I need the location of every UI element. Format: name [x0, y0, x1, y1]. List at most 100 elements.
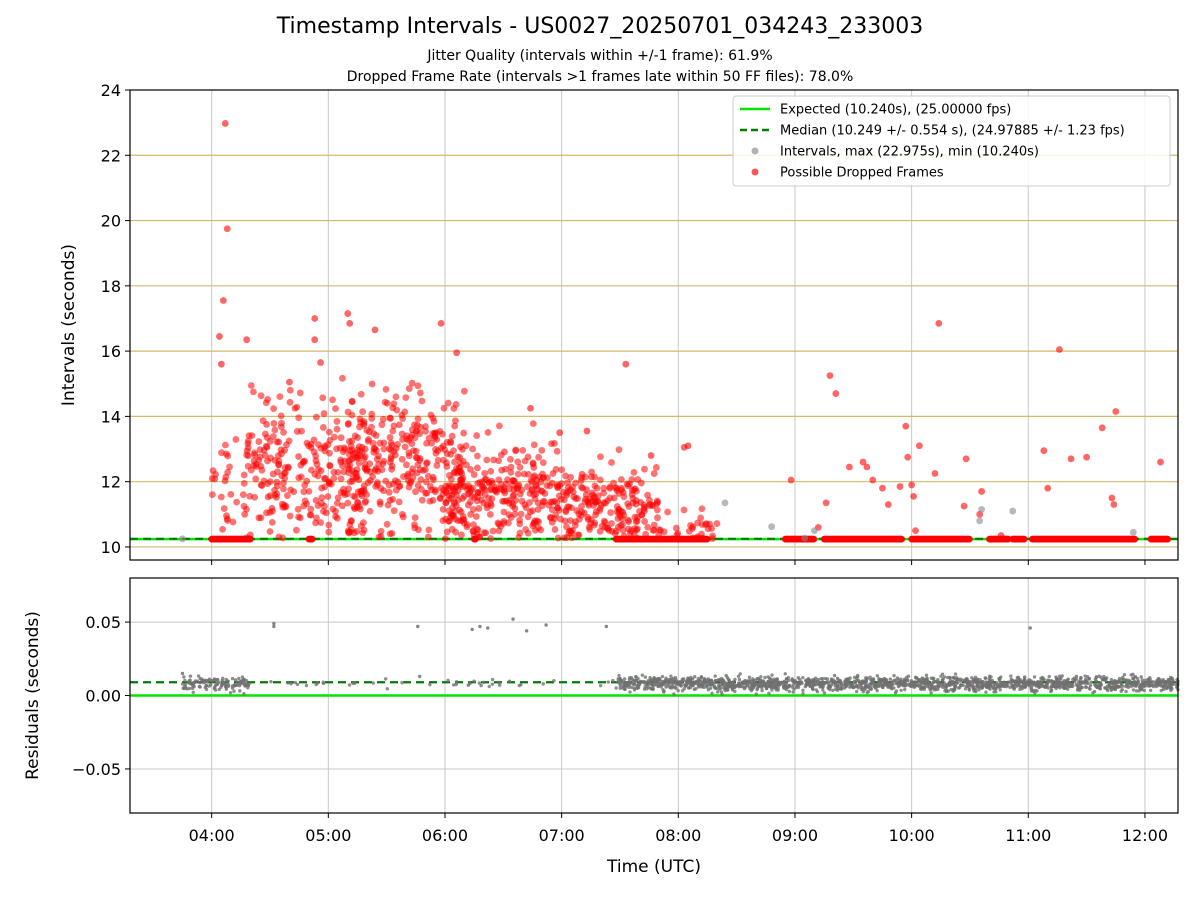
residual-point — [1049, 679, 1053, 683]
dropped-frame-point — [357, 505, 364, 513]
dropped-frame-point — [443, 528, 451, 536]
residual-point — [986, 686, 991, 690]
dropped-frame-point — [369, 473, 377, 480]
dropped-frame-point — [300, 502, 308, 510]
dropped-frame-point — [668, 535, 676, 543]
residual-point — [854, 684, 859, 688]
residual-point — [899, 677, 903, 681]
residual-point — [846, 677, 850, 681]
residual-point — [943, 686, 948, 690]
residual-point — [684, 679, 689, 684]
dropped-frame-point — [492, 484, 499, 491]
dropped-frame-point — [355, 476, 363, 484]
dropped-frame-point — [305, 487, 313, 495]
residual-point — [1128, 681, 1133, 686]
dropped-frame-point — [339, 374, 346, 382]
residual-point — [940, 682, 945, 686]
residual-point — [351, 681, 355, 685]
dropped-frame-point — [632, 518, 640, 526]
dropped-frame-point — [321, 447, 329, 455]
residual-point — [753, 678, 758, 682]
residual-point — [1000, 682, 1005, 686]
dropped-frame-point — [569, 488, 577, 496]
residual-point — [971, 684, 975, 689]
dropped-frame-point — [401, 408, 409, 416]
dropped-frame-point — [437, 319, 445, 327]
dropped-frame-point — [574, 531, 582, 539]
dropped-frame-point — [295, 414, 303, 422]
dropped-frame-point — [611, 530, 619, 537]
dropped-frame-point — [296, 514, 304, 522]
residual-point — [977, 688, 981, 692]
residual-point — [490, 677, 495, 682]
dropped-frame-point — [997, 532, 1005, 539]
residual-point — [790, 677, 794, 681]
residual-point — [964, 677, 969, 681]
residual-point — [416, 624, 420, 629]
dropped-frame-point — [810, 535, 818, 543]
dropped-frame-point — [650, 521, 658, 529]
dropped-frame-point — [362, 465, 369, 473]
residual-point — [760, 688, 764, 693]
residual-point — [634, 678, 639, 683]
residual-point — [993, 683, 998, 687]
dropped-frame-point — [583, 427, 591, 435]
residual-point — [801, 675, 805, 680]
residual-point — [764, 686, 769, 691]
dropped-frame-point — [535, 453, 543, 461]
intervals-panel: 10 12 14 16 18 20 22 24 Intervals (seconds) Exp… — [59, 81, 1179, 565]
residual-point — [214, 679, 219, 684]
residual-point — [1121, 675, 1125, 680]
dropped-frame-point — [597, 453, 604, 461]
dropped-frame-point — [379, 460, 387, 468]
residual-point — [1019, 684, 1023, 689]
residual-point — [1066, 677, 1070, 681]
residual-point — [385, 687, 389, 691]
dropped-frame-point — [516, 529, 524, 537]
residual-point — [973, 679, 977, 683]
dropped-frame-point — [295, 474, 303, 482]
interval-point — [1009, 507, 1017, 515]
dropped-frame-point — [547, 498, 555, 506]
residual-point — [738, 672, 742, 676]
dropped-frame-point — [414, 482, 422, 489]
residual-point — [829, 678, 834, 683]
dropped-frame-point — [552, 466, 560, 473]
residual-point — [656, 684, 660, 689]
dropped-frame-point — [554, 534, 562, 542]
dropped-frame-point — [216, 333, 223, 340]
residual-point — [315, 681, 320, 685]
dropped-frame-point — [445, 507, 453, 515]
residual-point — [806, 677, 811, 682]
legend-entry-intervals: Intervals, max (22.975s), min (10.240s) — [751, 145, 1039, 160]
residual-point — [1041, 676, 1045, 680]
residual-point — [983, 676, 988, 680]
dropped-frame-point — [620, 493, 628, 501]
residual-point — [191, 690, 195, 694]
dropped-frame-point — [293, 526, 300, 534]
dropped-frame-point — [422, 423, 429, 430]
dropped-frame-point — [320, 410, 328, 417]
dropped-frame-point — [506, 455, 514, 463]
residual-point — [939, 674, 943, 678]
dropped-frame-point — [291, 404, 299, 412]
residual-point — [831, 688, 835, 692]
residual-point — [628, 676, 632, 680]
residual-point — [932, 686, 937, 690]
residual-point — [695, 679, 700, 683]
dropped-frame-point — [497, 485, 505, 492]
dropped-frame-point — [514, 470, 522, 478]
residual-point — [1131, 676, 1136, 680]
dropped-frame-point — [244, 462, 252, 470]
residual-point — [858, 682, 862, 687]
residual-point — [805, 683, 809, 687]
dropped-frame-point — [916, 442, 923, 450]
residual-point — [618, 677, 622, 681]
residual-point — [835, 688, 840, 692]
residual-point — [955, 678, 960, 682]
residual-point — [1028, 683, 1032, 687]
residual-point — [661, 688, 665, 692]
dropped-frame-point — [488, 477, 495, 485]
residual-point — [884, 681, 888, 686]
